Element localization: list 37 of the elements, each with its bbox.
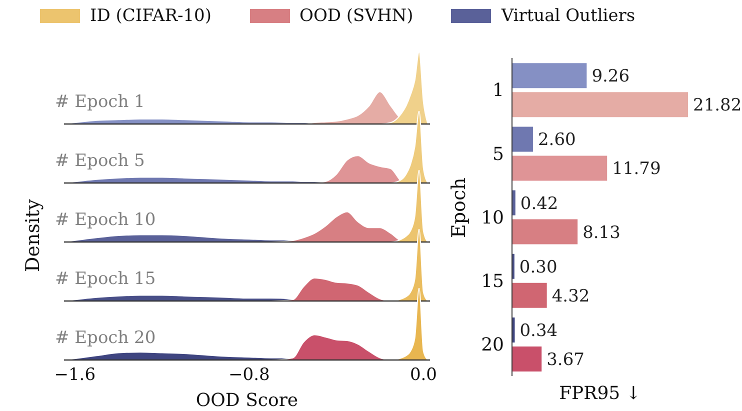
bar [512,126,533,152]
legend-label: OOD (SVHN) [300,6,414,26]
data-label: 21.82 [693,96,742,116]
text: # Epoch 15 [55,269,156,289]
y-tick-label: 20 [481,334,504,356]
y-axis-title: Density [22,199,44,272]
legend-label: Virtual Outliers [501,6,636,26]
data-label: 0.42 [520,194,558,214]
data-label: 0.30 [519,257,558,278]
bar [512,219,578,244]
data-label: 11.79 [612,159,661,180]
legend-label: ID (CIFAR-10) [90,6,212,26]
data-label: 0.34 [520,321,558,342]
data-label: 9.26 [592,66,630,87]
text: # Epoch 1 [55,92,145,112]
y-tick-label: 1 [492,80,504,102]
text: # Epoch 5 [55,151,145,171]
y-axis-title: Epoch [448,178,470,238]
y-tick-label: 10 [481,207,504,228]
data-label: 8.13 [582,222,620,243]
x-tick-label: −0.8 [228,365,270,386]
bar [512,282,547,308]
data-label: 2.60 [538,130,576,150]
x-tick-label: 0.0 [410,365,437,386]
bar [512,346,542,372]
data-label: 4.32 [552,286,590,306]
text: # Epoch 10 [55,210,156,230]
bar [512,156,608,181]
x-axis-title: FPR95 ↓ [558,383,642,404]
text: # Epoch 20 [55,328,156,348]
data-label: 3.67 [546,350,584,370]
bar [512,92,688,118]
x-tick-label: −1.6 [54,365,96,386]
y-tick-label: 15 [481,270,504,292]
y-tick-label: 5 [492,144,504,165]
x-axis-title: OOD Score [194,390,300,411]
bar [512,63,587,88]
